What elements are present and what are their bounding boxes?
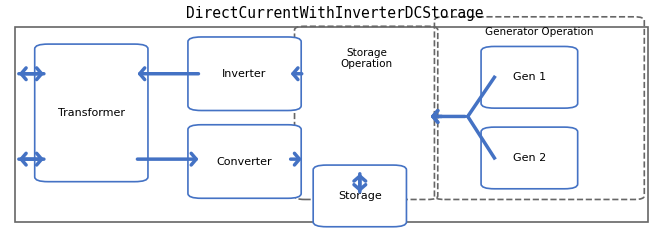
Text: Inverter: Inverter: [222, 69, 267, 79]
Text: Gen 1: Gen 1: [513, 72, 546, 82]
FancyBboxPatch shape: [313, 165, 407, 227]
Text: Gen 2: Gen 2: [512, 153, 546, 163]
FancyBboxPatch shape: [481, 47, 577, 108]
FancyBboxPatch shape: [188, 125, 301, 198]
Text: Generator Operation: Generator Operation: [486, 27, 594, 37]
Text: Storage
Operation: Storage Operation: [341, 48, 393, 69]
Text: Storage: Storage: [338, 191, 382, 201]
Text: DirectCurrentWithInverterDCStorage: DirectCurrentWithInverterDCStorage: [186, 6, 483, 21]
Text: Transformer: Transformer: [58, 108, 125, 118]
FancyBboxPatch shape: [188, 37, 301, 110]
FancyBboxPatch shape: [35, 44, 148, 182]
Text: Converter: Converter: [217, 156, 272, 167]
FancyBboxPatch shape: [481, 127, 577, 189]
